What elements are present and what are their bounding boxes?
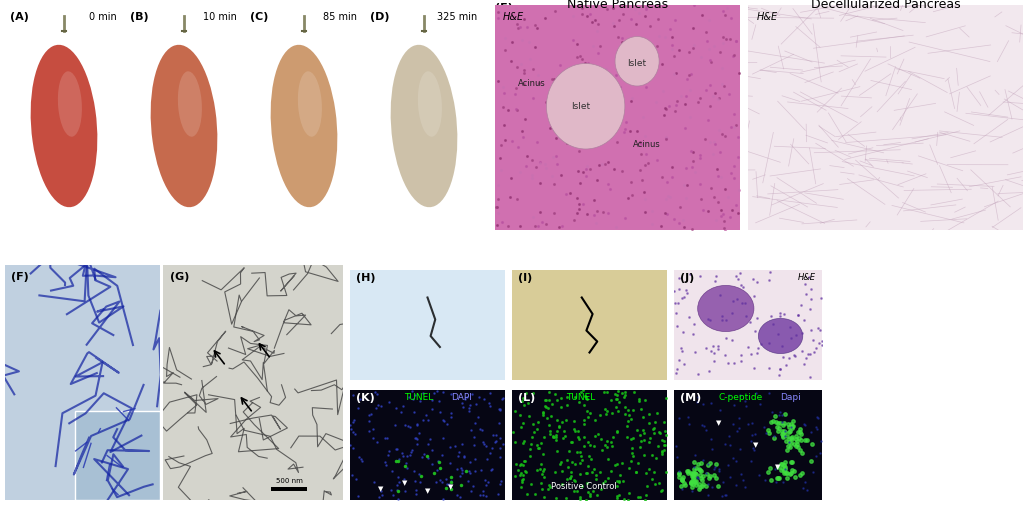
Text: (E): (E) [495,3,513,13]
Text: TUNEL: TUNEL [404,393,434,402]
Text: ▼: ▼ [402,480,407,487]
Text: (G): (G) [171,272,189,282]
Text: Decellularized Pancreas: Decellularized Pancreas [811,0,960,11]
Text: H&E: H&E [503,12,523,22]
Text: ▼: ▼ [378,486,383,492]
Text: (M): (M) [680,393,701,403]
Text: Dapi: Dapi [780,393,801,402]
Text: (B): (B) [130,12,148,21]
Text: 85 min: 85 min [323,12,357,21]
Text: (C): (C) [250,12,268,21]
Ellipse shape [151,45,217,207]
Text: ▼: ▼ [715,420,721,426]
Text: Acinus: Acinus [633,140,661,149]
Ellipse shape [298,71,322,137]
Text: (F): (F) [11,272,29,282]
Ellipse shape [58,71,82,137]
Bar [75,411,160,500]
Text: (K): (K) [356,393,375,403]
Text: (I): (I) [518,273,533,284]
Ellipse shape [270,45,337,207]
Ellipse shape [391,45,457,207]
Text: (A): (A) [9,12,29,21]
Text: Acinus: Acinus [518,79,546,88]
Text: (J): (J) [680,273,694,284]
Text: ▼: ▼ [448,484,453,490]
Text: ▼: ▼ [752,442,758,448]
Text: 10 min: 10 min [204,12,237,21]
Bar [271,487,307,491]
Ellipse shape [417,71,442,137]
Ellipse shape [759,319,803,354]
Text: 0 min: 0 min [89,12,117,21]
Text: DAPI: DAPI [450,393,472,402]
Text: ▼: ▼ [775,464,780,470]
Text: Native Pancreas: Native Pancreas [566,0,668,11]
Text: H&E: H&E [757,12,777,22]
Text: (D): (D) [370,12,390,21]
Ellipse shape [31,45,98,207]
Text: (H): (H) [356,273,375,284]
Text: Positive Control: Positive Control [551,482,617,491]
Ellipse shape [547,64,625,149]
Text: Islet: Islet [627,59,647,68]
Text: H&E: H&E [798,273,816,282]
Text: 325 min: 325 min [437,12,477,21]
Text: 500 nm: 500 nm [276,477,302,484]
Ellipse shape [615,37,659,86]
Ellipse shape [698,286,754,331]
Text: ▼: ▼ [425,488,430,494]
Ellipse shape [178,71,201,137]
Text: TUNEL: TUNEL [566,393,595,402]
Text: (L): (L) [518,393,536,403]
Text: Islet: Islet [572,102,590,111]
Text: C-peptide: C-peptide [719,393,763,402]
